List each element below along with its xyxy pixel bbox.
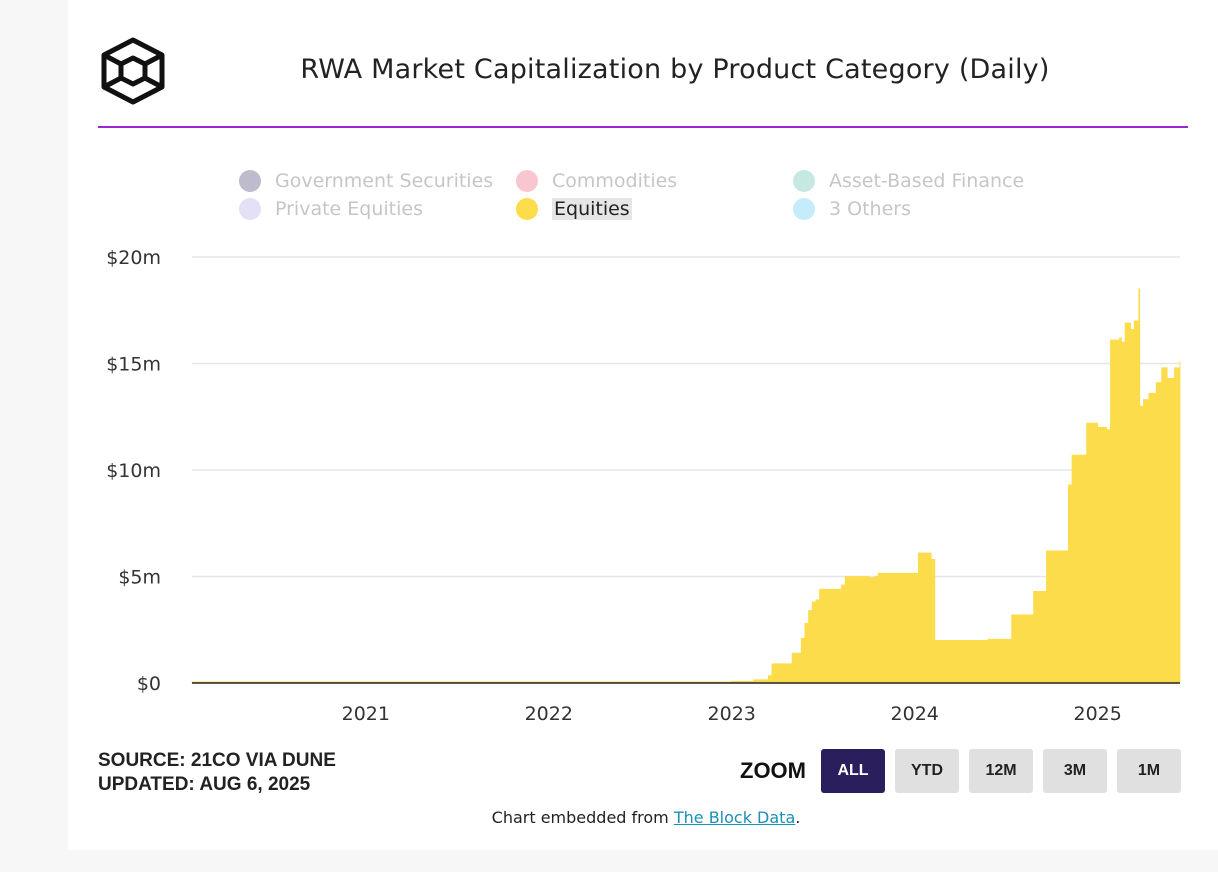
chart-title: RWA Market Capitalization by Product Cat… xyxy=(300,54,1050,85)
legend-item-3-others[interactable]: 3 Others xyxy=(793,198,911,220)
legend-label: 3 Others xyxy=(829,198,911,220)
embed-note: Chart embedded from The Block Data. xyxy=(0,808,1218,827)
legend-item-equities[interactable]: Equities xyxy=(516,198,632,220)
the-block-data-link[interactable]: The Block Data xyxy=(673,808,796,827)
legend-dot-icon xyxy=(516,170,538,192)
y-tick-label: $0 xyxy=(137,673,161,695)
legend-label: Asset-Based Finance xyxy=(829,170,1025,192)
area-chart: $0 $5m $10m $15m $20m 2021 2022 2023 2024 2025 xyxy=(106,247,1181,725)
legend-dot-icon xyxy=(793,198,815,220)
x-tick-label: 2023 xyxy=(708,703,756,725)
zoom-ytd-button[interactable]: YTD xyxy=(895,749,959,793)
the-block-logo xyxy=(101,37,165,105)
x-tick-label: 2022 xyxy=(525,703,573,725)
source-text: SOURCE: 21CO VIA DUNE xyxy=(98,750,336,771)
y-tick-label: $10m xyxy=(106,460,161,482)
zoom-3m-button[interactable]: 3M xyxy=(1043,749,1107,793)
legend-item-government-securities[interactable]: Government Securities xyxy=(239,170,493,192)
updated-text: UPDATED: AUG 6, 2025 xyxy=(98,774,311,795)
x-tick-label: 2021 xyxy=(342,703,390,725)
legend-item-commodities[interactable]: Commodities xyxy=(516,170,677,192)
legend-dot-icon xyxy=(793,170,815,192)
x-tick-label: 2025 xyxy=(1073,703,1121,725)
source-block: SOURCE: 21CO VIA DUNE UPDATED: AUG 6, 20… xyxy=(98,749,336,797)
zoom-label: ZOOM xyxy=(740,758,806,783)
legend-label: Commodities xyxy=(552,170,678,192)
legend-label: Equities xyxy=(552,198,632,220)
embed-suffix: . xyxy=(795,808,801,827)
y-tick-label: $15m xyxy=(106,354,161,376)
embed-prefix: Chart embedded from xyxy=(491,808,674,827)
title-divider xyxy=(98,126,1188,128)
series-area-equities xyxy=(191,288,1181,684)
zoom-all-button[interactable]: ALL xyxy=(821,749,885,793)
legend-dot-icon xyxy=(516,198,538,220)
y-tick-label: $20m xyxy=(106,247,161,269)
legend-item-private-equities[interactable]: Private Equities xyxy=(239,198,423,220)
y-tick-label: $5m xyxy=(118,567,161,589)
chart-card xyxy=(68,0,1218,850)
legend-item-asset-based-finance[interactable]: Asset-Based Finance xyxy=(793,170,1024,192)
legend-label: Government Securities xyxy=(275,170,494,192)
legend-dot-icon xyxy=(239,170,261,192)
zoom-1m-button[interactable]: 1M xyxy=(1117,749,1181,793)
legend-dot-icon xyxy=(239,198,261,220)
legend-label: Private Equities xyxy=(275,198,423,220)
zoom-12m-button[interactable]: 12M xyxy=(969,749,1033,793)
x-tick-label: 2024 xyxy=(891,703,939,725)
